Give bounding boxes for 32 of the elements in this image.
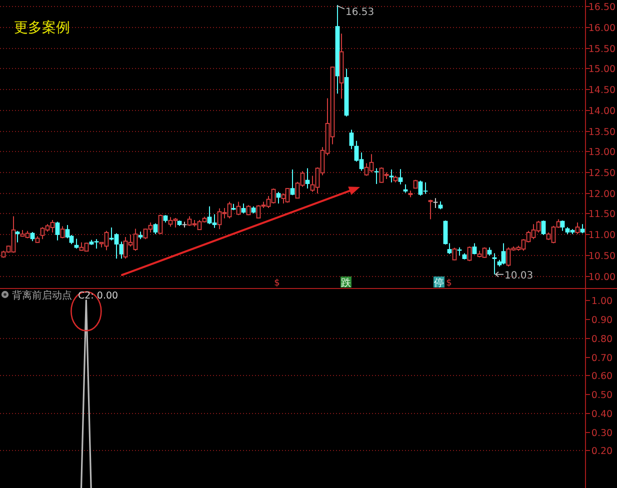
y-tick-label: 0.80	[591, 334, 613, 345]
annotation: 10.03	[504, 270, 534, 282]
y-tick-label: 11.00	[588, 230, 616, 241]
y-tick-label: 0.60	[591, 371, 613, 382]
y-tick-label: 13.50	[588, 127, 616, 138]
y-tick-label: 15.50	[588, 44, 616, 55]
y-tick-label: 0.90	[591, 315, 613, 326]
text: 更多案例	[14, 19, 70, 36]
y-tick-label: 12.00	[588, 189, 616, 200]
y-tick-label: 13.00	[588, 147, 616, 158]
annotation: C2: 0.00	[78, 290, 118, 302]
y-tick-label: 0.70	[591, 353, 613, 364]
y-tick-label: 10.50	[588, 251, 616, 262]
y-tick-label: 16.50	[588, 2, 616, 13]
y-tick-label: 0.20	[591, 446, 613, 457]
annotation: 16.53	[346, 6, 374, 18]
y-tick-label: 16.00	[588, 23, 616, 34]
y-tick-label: 15.00	[588, 64, 616, 75]
y-tick-label: 0.50	[591, 390, 613, 401]
y-tick-label: 0.30	[591, 428, 613, 439]
y-tick-label: 11.50	[588, 209, 616, 220]
y-tick-label: 12.50	[588, 168, 616, 179]
event-marker: 跌	[340, 276, 352, 288]
y-tick-label: 10.00	[588, 272, 616, 283]
annotation: $	[446, 278, 452, 288]
event-marker: 停	[434, 276, 444, 288]
y-tick-label: 14.00	[588, 106, 616, 117]
y-tick-label: 14.50	[588, 85, 616, 96]
y-tick-label: 1.00	[591, 296, 613, 307]
annotation: $	[274, 278, 280, 288]
y-tick-label: 0.40	[591, 409, 613, 420]
chart-title: 背离前启动点	[12, 290, 72, 302]
